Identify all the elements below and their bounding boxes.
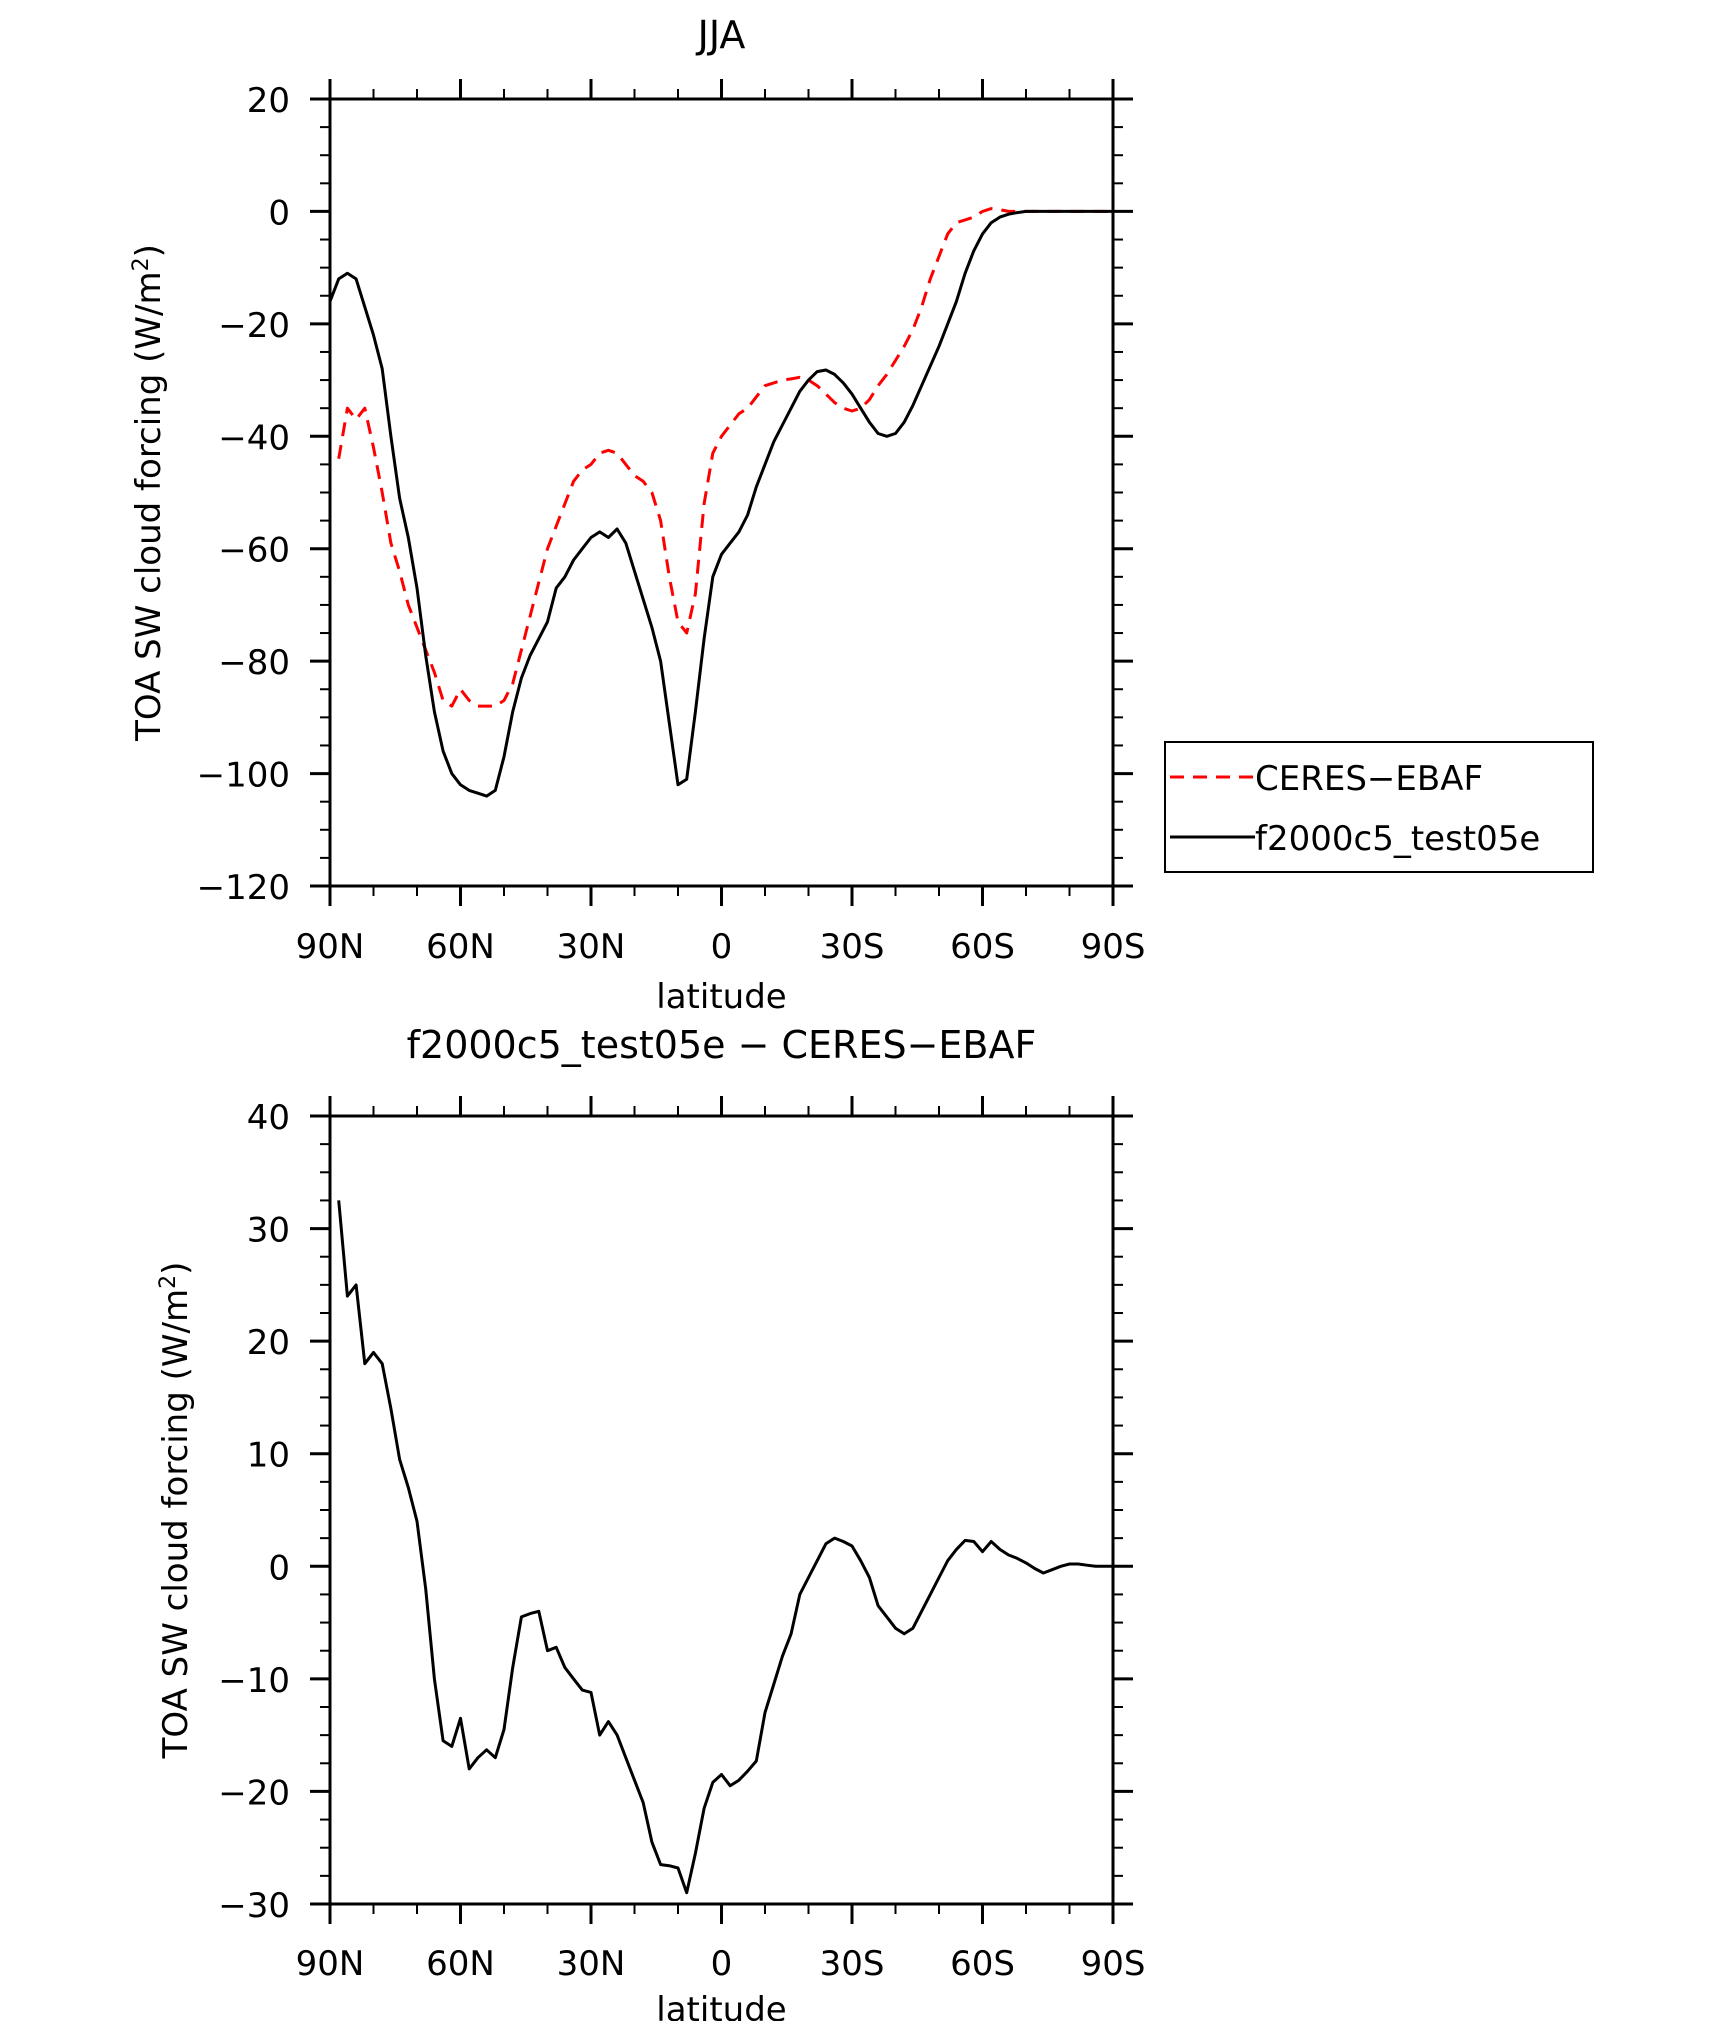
y-axis-label: TOA SW cloud forcing (W/m2) xyxy=(156,1262,196,1760)
legend-label: CERES−EBAF xyxy=(1255,759,1483,799)
legend-label: f2000c5_test05e xyxy=(1255,819,1540,859)
y-axis-label-text: TOA SW cloud forcing (W/m xyxy=(129,271,169,741)
y-tick-label: 20 xyxy=(247,1323,290,1363)
x-tick-label: 0 xyxy=(711,1944,733,1984)
x-tick-label: 90S xyxy=(1081,1944,1146,1984)
y-tick-label: −60 xyxy=(218,531,290,571)
x-tick-label: 90N xyxy=(296,927,365,967)
y-tick-label: −20 xyxy=(218,306,290,346)
y-tick-label: 40 xyxy=(247,1098,290,1138)
x-axis-label: latitude xyxy=(656,977,786,1017)
series-line-ceres-ebaf xyxy=(337,207,1113,708)
x-tick-label: 30S xyxy=(820,1944,885,1984)
x-tick-label: 60N xyxy=(426,927,495,967)
series-line-f2000c5-test05e xyxy=(328,209,1113,798)
x-tick-label: 60S xyxy=(950,1944,1015,1984)
series-line-0 xyxy=(337,1200,1113,1895)
x-tick-label: 30N xyxy=(557,1944,626,1984)
x-tick-label: 30S xyxy=(820,927,885,967)
chart-title: JJA xyxy=(696,13,746,57)
y-axis-label-close: ) xyxy=(129,244,169,257)
y-tick-label: −20 xyxy=(218,1773,290,1813)
y-tick-label: 20 xyxy=(247,81,290,121)
y-axis-label-text: TOA SW cloud forcing (W/m xyxy=(156,1289,196,1759)
y-axis-label: TOA SW cloud forcing (W/m2) xyxy=(129,244,169,742)
x-tick-label: 60N xyxy=(426,1944,495,1984)
y-tick-label: −80 xyxy=(218,643,290,683)
y-tick-label: −30 xyxy=(218,1886,290,1926)
y-axis-label-close: ) xyxy=(156,1262,196,1275)
y-tick-label: 10 xyxy=(247,1436,290,1476)
x-tick-label: 30N xyxy=(557,927,626,967)
y-tick-label: 0 xyxy=(268,193,290,233)
y-tick-label: 0 xyxy=(268,1548,290,1588)
y-tick-label: −10 xyxy=(218,1661,290,1701)
chart-title: f2000c5_test05e − CERES−EBAF xyxy=(407,1023,1037,1067)
plot-frame xyxy=(328,1114,1115,1906)
x-tick-label: 0 xyxy=(711,927,733,967)
x-tick-label: 90N xyxy=(296,1944,365,1984)
y-tick-label: −100 xyxy=(197,756,290,796)
x-tick-label: 90S xyxy=(1081,927,1146,967)
panel-bottom: f2000c5_test05e − CERES−EBAF403020100−10… xyxy=(156,1023,1146,2026)
y-tick-label: −120 xyxy=(197,868,290,908)
y-axis-label-superscript: 2 xyxy=(129,257,154,271)
legend-box xyxy=(1164,741,1594,873)
y-tick-label: −40 xyxy=(218,418,290,458)
y-tick-label: 30 xyxy=(247,1211,290,1251)
plot-frame xyxy=(328,97,1115,888)
legend: CERES−EBAF f2000c5_test05e xyxy=(1164,741,1594,873)
x-axis-label: latitude xyxy=(656,1990,786,2021)
x-tick-label: 60S xyxy=(950,927,1015,967)
y-axis-label-superscript: 2 xyxy=(156,1275,181,1289)
